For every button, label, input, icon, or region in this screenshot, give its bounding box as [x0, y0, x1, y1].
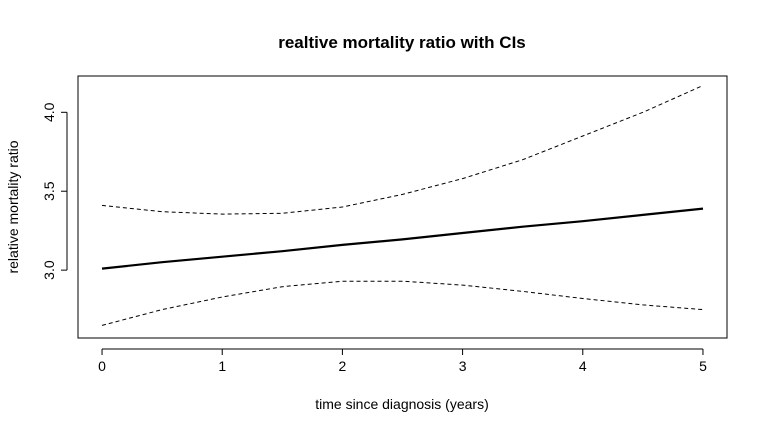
lower-ci-line — [101, 280, 704, 326]
chart-title: realtive mortality ratio with CIs — [278, 33, 526, 52]
series-layer — [101, 85, 704, 326]
y-tick-label: 4.0 — [41, 102, 57, 122]
estimate-line — [101, 207, 704, 270]
y-tick-label: 3.5 — [41, 181, 57, 201]
x-tick-label: 4 — [579, 358, 587, 374]
y-axis-label: relative mortality ratio — [5, 140, 21, 273]
y-axis: 3.0 3.5 4.0 — [41, 102, 68, 280]
x-tick-label: 3 — [459, 358, 467, 374]
plot-frame — [77, 75, 728, 339]
x-axis-label: time since diagnosis (years) — [315, 396, 489, 412]
x-tick-label: 2 — [339, 358, 347, 374]
x-tick-label: 0 — [98, 358, 106, 374]
y-tick-label: 3.0 — [41, 260, 57, 280]
x-tick-label: 1 — [218, 358, 226, 374]
upper-ci-line — [101, 85, 704, 215]
x-axis: 0 1 2 3 4 5 — [98, 348, 707, 374]
x-tick-label: 5 — [699, 358, 707, 374]
